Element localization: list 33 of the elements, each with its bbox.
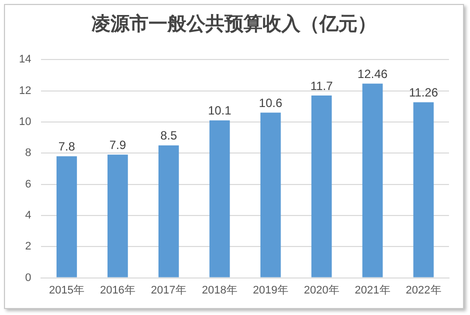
bar (362, 84, 383, 278)
y-tick-label: 12 (18, 84, 32, 97)
data-label: 10.1 (208, 104, 232, 118)
bar (209, 120, 230, 278)
bar (107, 154, 128, 278)
x-tick-label: 2016年 (100, 284, 136, 296)
y-tick-label: 6 (25, 178, 32, 190)
bar (158, 145, 179, 278)
bar (413, 102, 434, 278)
data-label: 8.5 (160, 128, 178, 143)
data-label: 7.9 (109, 138, 126, 152)
data-label: 11.7 (310, 78, 334, 93)
bar (56, 156, 77, 278)
data-label: 12.46 (358, 66, 388, 81)
x-tick-label: 2017年 (150, 284, 186, 296)
y-tick-label: 8 (25, 147, 32, 160)
data-label: 10.6 (258, 96, 283, 110)
x-tick-label: 2022年 (406, 284, 442, 296)
bar (260, 112, 281, 278)
y-tick-label: 10 (18, 116, 32, 128)
x-tick-label: 2019年 (252, 284, 288, 296)
y-tick-label: 0 (25, 272, 32, 284)
chart-title: 凌源市一般公共预算收入（亿元） (90, 12, 378, 37)
data-label: 11.26 (408, 86, 438, 100)
data-label: 7.8 (58, 140, 76, 154)
x-tick-label: 2015年 (48, 284, 84, 296)
y-tick-label: 2 (25, 240, 32, 253)
x-tick-label: 2021年 (354, 284, 390, 296)
y-tick-label: 4 (25, 209, 32, 222)
x-tick-label: 2020年 (304, 284, 340, 296)
x-tick-label: 2018年 (202, 284, 238, 296)
bar (311, 95, 332, 278)
y-tick-label: 14 (18, 54, 32, 66)
